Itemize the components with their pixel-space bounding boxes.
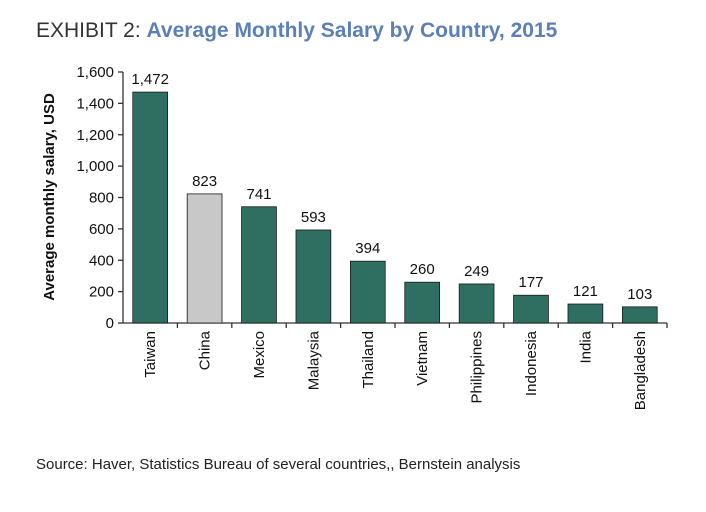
value-label: 823 xyxy=(192,173,217,190)
bar-indonesia xyxy=(513,294,549,324)
bar-malaysia xyxy=(295,229,332,324)
bar-taiwan xyxy=(132,91,169,324)
y-tick-label: 1,200 xyxy=(76,127,114,144)
x-tick-label: Vietnam xyxy=(414,331,431,386)
bar-india xyxy=(567,303,604,324)
y-tick-label: 0 xyxy=(106,315,114,332)
x-tick-label: Philippines xyxy=(469,331,486,404)
source-note: Source: Haver, Statistics Bureau of seve… xyxy=(36,456,521,473)
bar-vietnam xyxy=(404,281,441,324)
y-tick-label: 400 xyxy=(89,252,114,269)
exhibit-heading: Average Monthly Salary by Country, 2015 xyxy=(146,19,558,42)
value-label: 260 xyxy=(410,261,435,278)
y-axis-title: Average monthly salary, USD xyxy=(41,93,58,301)
y-tick-label: 200 xyxy=(89,284,114,301)
y-tick-label: 1,000 xyxy=(76,158,114,175)
bar-thailand xyxy=(349,260,386,324)
x-tick-label: Indonesia xyxy=(523,330,540,396)
value-label: 1,472 xyxy=(131,71,169,88)
value-label: 103 xyxy=(627,286,652,303)
value-label: 593 xyxy=(301,209,326,226)
plot-area: 0 200 400 600 800 1,000 1,200 1,400 1,600 1,472 Ta… xyxy=(76,64,668,410)
bar-bangladesh xyxy=(621,306,658,324)
y-tick-label: 1,400 xyxy=(76,95,114,112)
value-label: 249 xyxy=(464,263,489,280)
value-label: 394 xyxy=(355,240,380,257)
exhibit-title: EXHIBIT 2: Average Monthly Salary by Cou… xyxy=(36,14,557,48)
x-tick-label: Bangladesh xyxy=(632,331,649,410)
bar-china xyxy=(186,193,223,324)
x-tick-label: Malaysia xyxy=(305,330,322,390)
x-tick-label: China xyxy=(197,330,214,370)
value-label: 121 xyxy=(573,283,598,300)
y-tick-label: 1,600 xyxy=(76,64,114,81)
y-tick-label: 800 xyxy=(89,190,114,207)
y-tick-label: 600 xyxy=(89,221,114,238)
x-tick-label: India xyxy=(577,330,594,363)
value-label: 741 xyxy=(246,186,271,203)
bar-philippines xyxy=(458,283,495,324)
x-tick-label: Thailand xyxy=(360,331,377,389)
value-label: 177 xyxy=(518,274,543,291)
bar-chart: 0 200 400 600 800 1,000 1,200 1,400 1,600 1,472 Ta… xyxy=(41,64,668,410)
x-tick-label: Taiwan xyxy=(142,331,159,378)
x-tick-label: Mexico xyxy=(251,331,268,379)
bar-mexico xyxy=(241,206,277,324)
exhibit-label: EXHIBIT 2: xyxy=(36,19,141,42)
